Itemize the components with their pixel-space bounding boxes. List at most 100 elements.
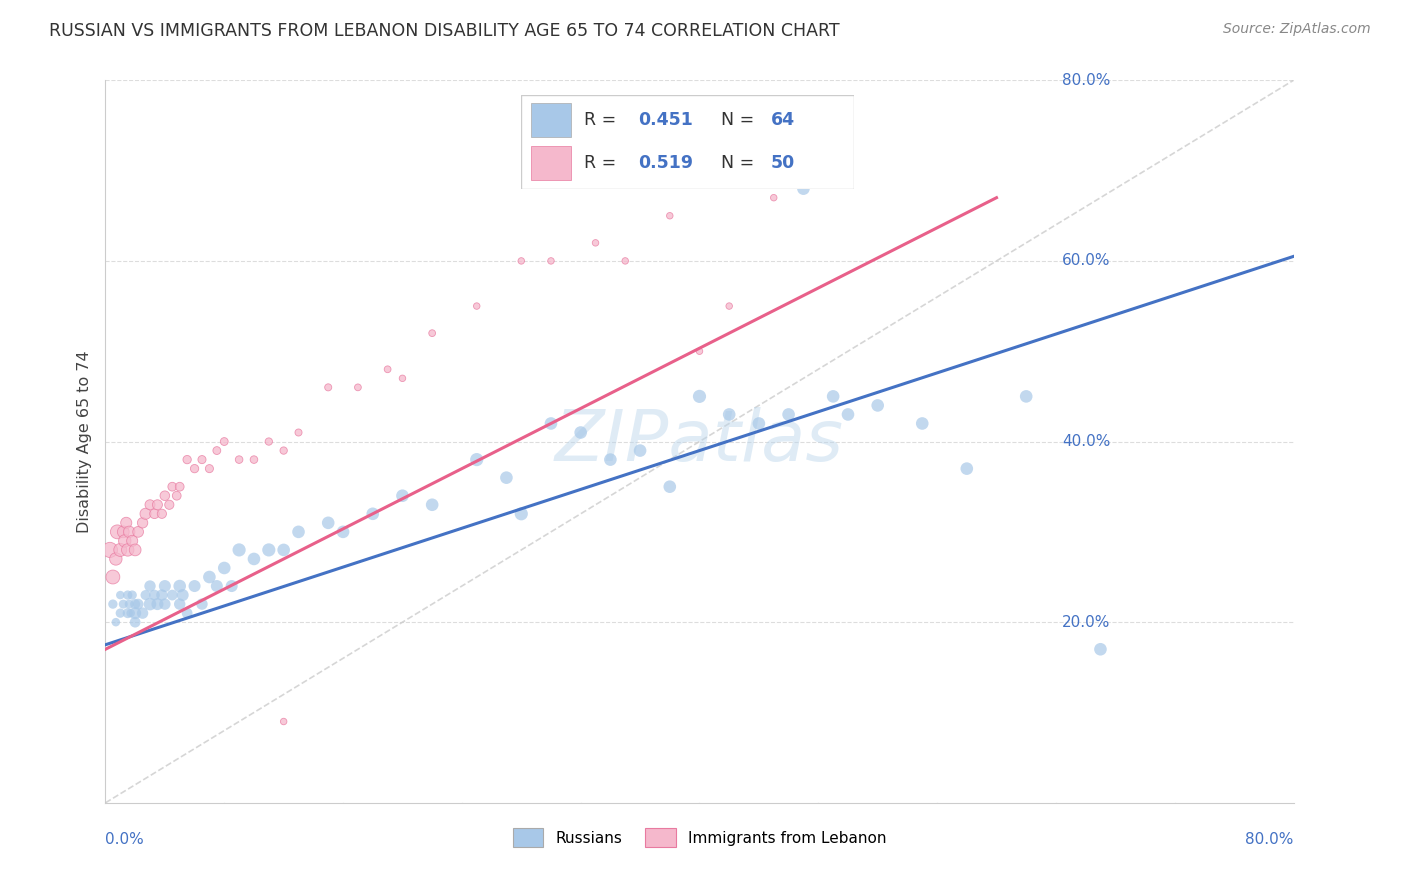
- Point: [465, 452, 488, 467]
- Point: [628, 443, 651, 458]
- Text: 80.0%: 80.0%: [1246, 831, 1294, 847]
- Point: [169, 480, 191, 494]
- Point: [585, 235, 607, 250]
- Point: [837, 408, 859, 422]
- Point: [183, 461, 205, 475]
- Point: [139, 498, 162, 512]
- Point: [162, 480, 184, 494]
- Point: [124, 597, 146, 611]
- Point: [221, 579, 243, 593]
- Point: [124, 615, 146, 630]
- Point: [198, 570, 221, 584]
- Point: [778, 408, 800, 422]
- Point: [866, 398, 889, 412]
- Point: [689, 389, 711, 403]
- Point: [98, 542, 121, 557]
- Point: [117, 542, 139, 557]
- Point: [112, 597, 135, 611]
- Point: [101, 597, 124, 611]
- Point: [118, 524, 141, 539]
- Point: [465, 299, 488, 313]
- Point: [112, 524, 135, 539]
- Point: [117, 606, 139, 620]
- Text: RUSSIAN VS IMMIGRANTS FROM LEBANON DISABILITY AGE 65 TO 74 CORRELATION CHART: RUSSIAN VS IMMIGRANTS FROM LEBANON DISAB…: [49, 22, 839, 40]
- Point: [243, 452, 266, 467]
- Point: [316, 516, 339, 530]
- Point: [273, 443, 295, 458]
- Point: [540, 417, 562, 431]
- Point: [599, 452, 621, 467]
- Point: [124, 606, 146, 620]
- Point: [115, 516, 138, 530]
- Point: [205, 443, 228, 458]
- Point: [110, 542, 132, 557]
- Point: [823, 389, 845, 403]
- Point: [146, 498, 169, 512]
- Point: [169, 579, 191, 593]
- Point: [658, 480, 681, 494]
- Point: [391, 371, 413, 385]
- Point: [377, 362, 399, 376]
- Point: [166, 489, 188, 503]
- Point: [1090, 642, 1112, 657]
- Point: [198, 461, 221, 475]
- Point: [127, 524, 149, 539]
- Point: [956, 461, 979, 475]
- Point: [361, 507, 384, 521]
- Point: [131, 516, 153, 530]
- Point: [495, 471, 517, 485]
- Point: [228, 542, 250, 557]
- Legend: Russians, Immigrants from Lebanon: Russians, Immigrants from Lebanon: [506, 822, 893, 853]
- Point: [150, 507, 173, 521]
- Text: ZIPatlas: ZIPatlas: [555, 407, 844, 476]
- Point: [287, 524, 309, 539]
- Point: [143, 507, 166, 521]
- Point: [243, 552, 266, 566]
- Point: [762, 191, 785, 205]
- Point: [110, 588, 132, 602]
- Point: [139, 579, 162, 593]
- Point: [135, 507, 157, 521]
- Text: Source: ZipAtlas.com: Source: ZipAtlas.com: [1223, 22, 1371, 37]
- Point: [748, 417, 770, 431]
- Point: [176, 452, 198, 467]
- Point: [131, 606, 153, 620]
- Point: [332, 524, 354, 539]
- Point: [191, 452, 214, 467]
- Y-axis label: Disability Age 65 to 74: Disability Age 65 to 74: [76, 351, 91, 533]
- Point: [510, 254, 533, 268]
- Point: [121, 533, 143, 548]
- Point: [117, 588, 139, 602]
- Point: [510, 507, 533, 521]
- Point: [191, 597, 214, 611]
- Point: [104, 552, 127, 566]
- Point: [257, 542, 280, 557]
- Point: [157, 498, 180, 512]
- Text: 60.0%: 60.0%: [1062, 253, 1111, 268]
- Point: [135, 588, 157, 602]
- Point: [153, 579, 176, 593]
- Point: [391, 489, 413, 503]
- Point: [172, 588, 194, 602]
- Point: [162, 588, 184, 602]
- Point: [169, 597, 191, 611]
- Point: [146, 597, 169, 611]
- Text: 0.0%: 0.0%: [105, 831, 145, 847]
- Point: [792, 182, 814, 196]
- Point: [105, 524, 128, 539]
- Point: [110, 606, 132, 620]
- Point: [658, 209, 681, 223]
- Point: [420, 498, 443, 512]
- Point: [718, 408, 741, 422]
- Text: 40.0%: 40.0%: [1062, 434, 1111, 449]
- Point: [101, 570, 124, 584]
- Point: [228, 452, 250, 467]
- Point: [127, 597, 149, 611]
- Point: [718, 299, 741, 313]
- Point: [214, 434, 236, 449]
- Point: [121, 588, 143, 602]
- Point: [150, 588, 173, 602]
- Point: [176, 606, 198, 620]
- Point: [120, 606, 142, 620]
- Point: [118, 597, 141, 611]
